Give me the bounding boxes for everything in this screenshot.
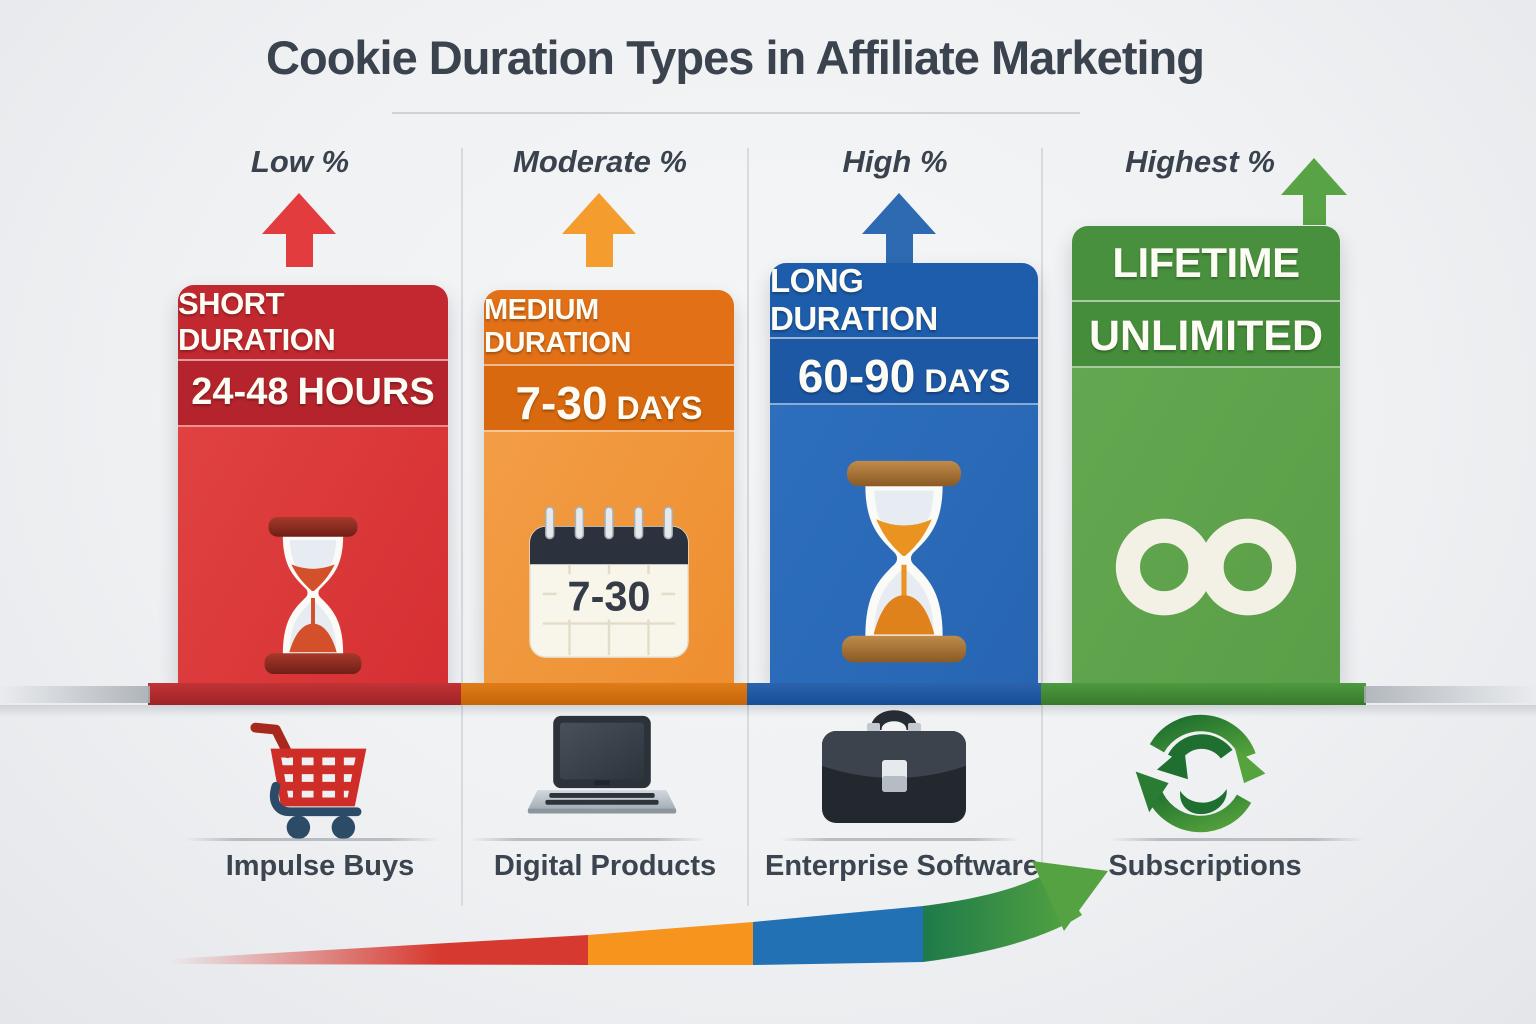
shelf-blue [747,683,1041,705]
laptop-icon [512,712,692,839]
icon-shadow-line [470,838,705,841]
up-arrow-icon [862,193,936,267]
duration-value: 24-48 [191,371,289,413]
hourglass-icon [841,460,967,663]
title-divider [392,112,1080,114]
rate-label-high: High % [842,144,948,179]
card-value: 24-48 HOURS [178,359,448,425]
card-body [770,403,1038,683]
card-value: 60-90 DAYS [770,337,1038,403]
card-title: LONG DURATION [770,263,1038,337]
icon-shadow-line [780,838,1020,841]
icon-shadow-line [185,838,440,841]
card-long-duration: LONG DURATION 60-90 DAYS [770,263,1038,683]
arrow-head [262,193,336,234]
example-label-impulse-buys: Impulse Buys [225,850,415,882]
example-label-digital-products: Digital Products [493,850,717,882]
card-body [178,425,448,683]
arrow-head [862,193,936,234]
shelf-orange [461,683,747,705]
page-title: Cookie Duration Types in Affiliate Marke… [266,31,1205,84]
hourglass-icon [264,516,362,675]
arrow-head [1281,158,1347,195]
briefcase-icon [812,698,977,838]
up-arrow-icon [262,193,336,267]
example-label-subscriptions: Subscriptions [1108,850,1302,882]
arrow-shaft [585,234,613,267]
shelf-shadow [0,705,1536,717]
up-arrow-icon [1281,158,1347,225]
infinity-icon [1115,518,1297,616]
shelf-red [148,683,461,705]
column-divider-1 [461,148,463,906]
shopping-cart-icon [240,712,390,849]
card-medium-duration: MEDIUM DURATION 7-30 DAYS 7-30 [484,290,734,683]
shelf-fade-left [0,686,150,703]
duration-unit: HOURS [297,371,435,413]
card-lifetime: LIFETIME UNLIMITED [1072,226,1340,683]
duration-value: UNLIMITED [1088,312,1324,360]
rate-label-low: Low % [250,144,350,179]
rate-label-highest: Highest % [1125,144,1275,179]
card-short-duration: SHORT DURATION 24-48 HOURS [178,285,448,683]
column-divider-2 [747,148,749,906]
arrow-shaft [885,234,913,267]
card-body [1072,366,1340,683]
card-value: UNLIMITED [1072,300,1340,366]
card-title: SHORT DURATION [178,285,448,359]
arrow-shaft [1302,195,1326,225]
duration-value: 7-30 [515,377,608,429]
ascending-progress-arrow [170,861,1108,965]
arrow-shaft [285,234,313,267]
icon-shadow-line [1110,838,1365,841]
card-body: 7-30 [484,430,734,683]
duration-value: 60-90 [797,350,916,402]
arrow-head [562,193,636,234]
duration-unit: DAYS [616,390,703,426]
renewal-arrows-icon [1118,698,1283,853]
rate-label-moderate: Moderate % [513,144,687,179]
calendar-text: 7-30 [568,573,651,620]
card-title: MEDIUM DURATION [484,290,734,364]
column-divider-3 [1041,148,1043,906]
calendar-icon: 7-30 [529,506,689,658]
example-label-enterprise-software: Enterprise Software [765,850,1039,882]
duration-unit: DAYS [924,363,1011,399]
card-value: 7-30 DAYS [484,364,734,430]
shelf-fade-right [1364,686,1536,703]
card-title: LIFETIME [1072,226,1340,300]
up-arrow-icon [562,193,636,267]
shelf-green [1041,683,1366,705]
